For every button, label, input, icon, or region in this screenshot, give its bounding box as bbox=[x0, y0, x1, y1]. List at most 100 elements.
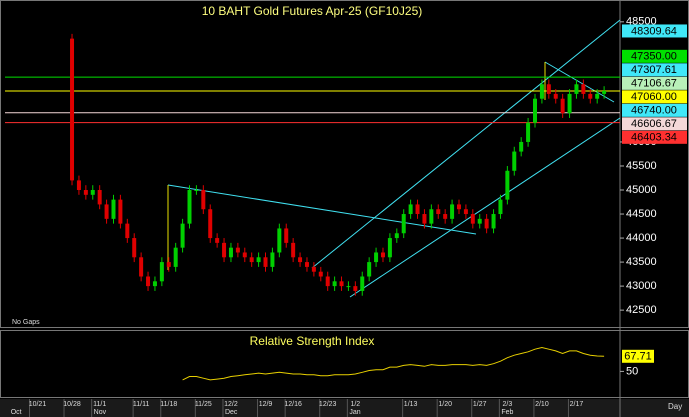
candle-body bbox=[477, 218, 482, 224]
candle-body bbox=[346, 286, 351, 288]
candle-body bbox=[436, 209, 441, 215]
candle-body bbox=[512, 151, 517, 171]
candle-body bbox=[380, 252, 385, 258]
candle-body bbox=[533, 98, 538, 123]
y-tick-label: 45500 bbox=[626, 160, 657, 172]
candle-body bbox=[318, 271, 323, 277]
candle-body bbox=[374, 252, 379, 263]
candle-body bbox=[118, 199, 123, 224]
trendline bbox=[311, 19, 621, 269]
month-label: Jan bbox=[349, 409, 360, 416]
candle-body bbox=[111, 199, 116, 219]
candle-body bbox=[284, 228, 289, 243]
candle-body bbox=[249, 257, 254, 263]
candle-body bbox=[422, 214, 427, 224]
candle-body bbox=[574, 84, 579, 94]
trendlines bbox=[167, 19, 621, 298]
rsi-label: 67.71 bbox=[624, 351, 652, 363]
x-tick-label: 1/20 bbox=[438, 401, 452, 408]
y-tick-label: 45000 bbox=[626, 184, 657, 196]
candle-body bbox=[194, 190, 199, 192]
x-tick-label: 1/2 bbox=[350, 401, 360, 408]
candle-body bbox=[332, 281, 337, 287]
candle-body bbox=[526, 122, 531, 142]
candle-body bbox=[263, 257, 268, 267]
candle-body bbox=[491, 214, 496, 229]
candle-body bbox=[505, 170, 510, 200]
date-axis-band bbox=[0, 399, 689, 417]
candle-body bbox=[201, 190, 206, 210]
candle-body bbox=[139, 257, 144, 277]
candle-body bbox=[415, 204, 420, 215]
candle-body bbox=[339, 281, 344, 287]
y-tick-label: 44500 bbox=[626, 208, 657, 220]
price-label-box bbox=[622, 24, 687, 38]
x-tick-label: 10/28 bbox=[63, 401, 81, 408]
y-tick-label: 44000 bbox=[626, 232, 657, 244]
candle-body bbox=[187, 190, 192, 224]
candle-body bbox=[76, 180, 81, 191]
candle-body bbox=[394, 233, 399, 239]
y-tick-label: 50 bbox=[626, 365, 638, 377]
candle-body bbox=[553, 93, 558, 99]
x-tick-label: 2/10 bbox=[535, 401, 549, 408]
x-unit: Day bbox=[668, 402, 682, 411]
candle-body bbox=[353, 286, 358, 291]
candle-body bbox=[581, 84, 586, 94]
x-tick-label: 12/2 bbox=[224, 401, 238, 408]
candle-body bbox=[159, 262, 164, 282]
price-label: 46740.00 bbox=[631, 105, 677, 117]
price-label: 47350.00 bbox=[631, 51, 677, 63]
candle-body bbox=[235, 247, 240, 253]
price-label-box bbox=[622, 117, 687, 131]
price-label-box bbox=[622, 63, 687, 77]
price-label-box bbox=[622, 90, 687, 104]
candle-body bbox=[104, 204, 109, 219]
candle-body bbox=[173, 247, 178, 267]
rsi-label-box bbox=[622, 349, 654, 363]
candle-body bbox=[152, 281, 157, 287]
x-tick-label: 10/21 bbox=[29, 401, 47, 408]
candle-body bbox=[429, 209, 434, 224]
candle-body bbox=[83, 190, 88, 195]
y-tick-label: 43000 bbox=[626, 280, 657, 292]
candle-body bbox=[125, 223, 130, 239]
x-tick-label: 11/25 bbox=[195, 401, 212, 408]
candle-body bbox=[498, 199, 503, 215]
rsi-line bbox=[182, 346, 605, 381]
x-tick-label: 12/23 bbox=[319, 401, 337, 408]
candle-body bbox=[546, 84, 551, 94]
candle-body bbox=[595, 93, 600, 99]
candle-body bbox=[215, 238, 220, 243]
candle-body bbox=[311, 266, 316, 272]
month-label: Oct bbox=[11, 409, 22, 416]
price-label: 47307.61 bbox=[631, 64, 677, 76]
price-label-box bbox=[622, 49, 687, 63]
candle-body bbox=[208, 209, 213, 239]
candle-body bbox=[560, 98, 565, 114]
chart-title: 10 BAHT Gold Futures Apr-25 (GF10J25) bbox=[202, 4, 423, 18]
candle-body bbox=[450, 204, 455, 219]
price-label-box bbox=[622, 76, 687, 90]
candle-body bbox=[360, 276, 365, 291]
candle-body bbox=[298, 257, 303, 263]
x-tick-label: 11/11 bbox=[133, 401, 150, 408]
price-label: 47060.00 bbox=[631, 91, 677, 103]
candle-body bbox=[97, 190, 102, 205]
candle-body bbox=[519, 141, 524, 152]
candle-body bbox=[463, 209, 468, 215]
y-tick-label: 42500 bbox=[626, 304, 657, 316]
candle-body bbox=[567, 93, 572, 114]
month-label: Nov bbox=[94, 409, 107, 416]
x-tick-label: 1/13 bbox=[404, 401, 418, 408]
x-tick-label: 12/16 bbox=[284, 401, 302, 408]
candle-body bbox=[325, 276, 330, 287]
x-tick-label: 2/3 bbox=[502, 401, 512, 408]
trendline bbox=[349, 117, 621, 298]
candle-body bbox=[242, 252, 247, 258]
candle-body bbox=[166, 262, 171, 267]
candle-body bbox=[401, 214, 406, 234]
rsi-title: Relative Strength Index bbox=[250, 334, 375, 348]
candle-body bbox=[443, 214, 448, 219]
candle-body bbox=[270, 252, 275, 267]
